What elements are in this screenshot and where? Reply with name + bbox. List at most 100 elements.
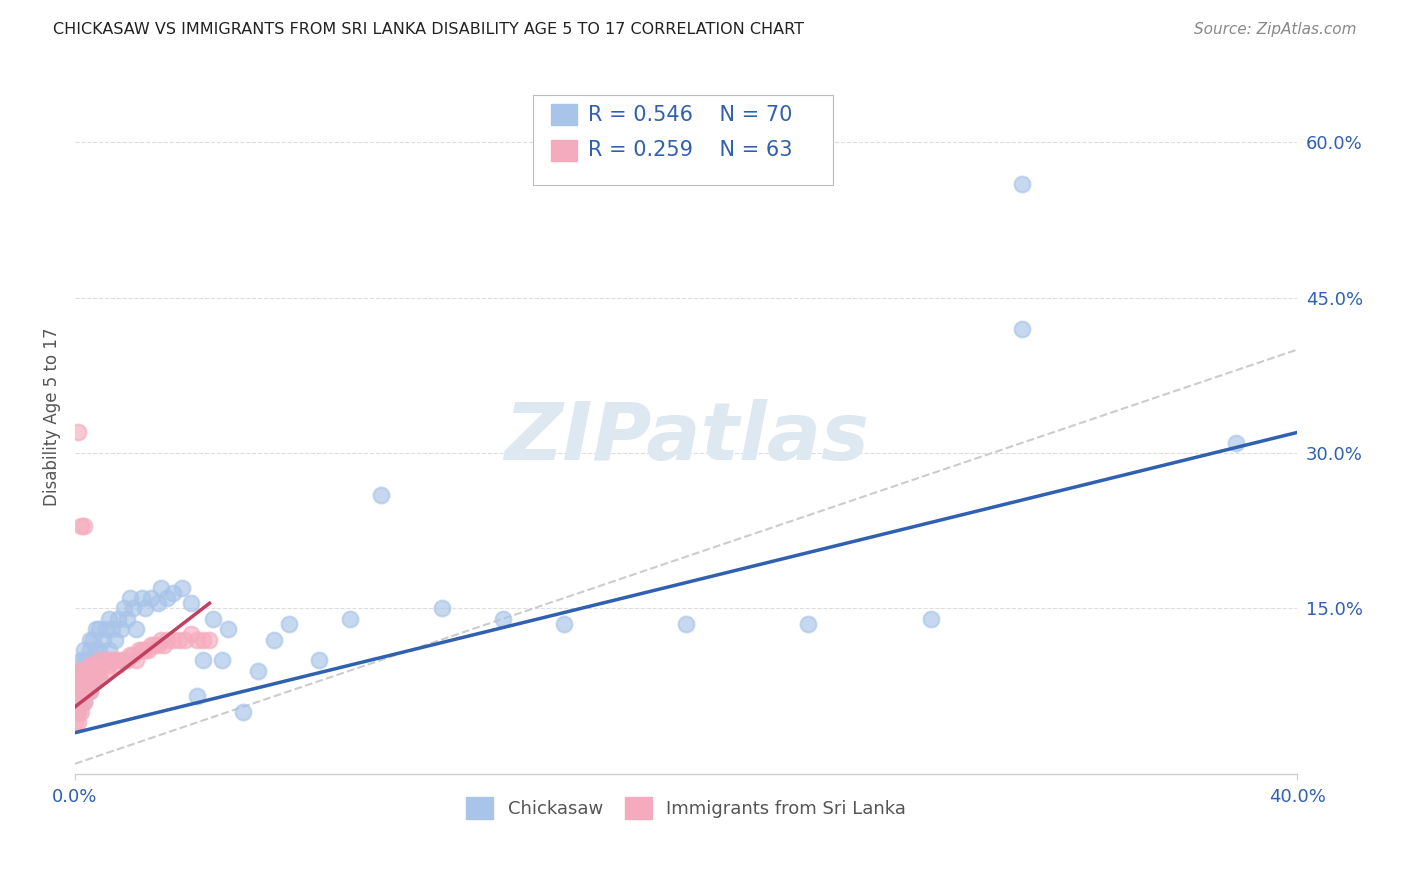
- Point: [67, 715, 90, 730]
- Point: [193, 653, 215, 667]
- Point: [308, 653, 330, 667]
- Point: [1225, 435, 1247, 450]
- Point: [73, 518, 96, 533]
- Point: [201, 612, 224, 626]
- Text: ZIPatlas: ZIPatlas: [503, 400, 869, 477]
- Point: [89, 664, 111, 678]
- Point: [82, 653, 104, 667]
- Point: [70, 684, 93, 698]
- Point: [143, 638, 166, 652]
- Point: [94, 664, 117, 678]
- Point: [67, 705, 90, 719]
- Point: [91, 632, 114, 647]
- Point: [131, 643, 153, 657]
- Point: [86, 664, 108, 678]
- Point: [125, 653, 148, 667]
- Point: [70, 705, 93, 719]
- Point: [115, 612, 138, 626]
- Point: [79, 664, 101, 678]
- Point: [675, 617, 697, 632]
- Point: [73, 664, 96, 678]
- Point: [67, 664, 90, 678]
- Point: [920, 612, 942, 626]
- Point: [134, 643, 156, 657]
- Point: [94, 622, 117, 636]
- Point: [149, 632, 172, 647]
- Point: [97, 643, 120, 657]
- Point: [141, 591, 163, 605]
- Point: [170, 581, 193, 595]
- Point: [180, 596, 202, 610]
- Point: [97, 612, 120, 626]
- Point: [70, 695, 93, 709]
- Point: [89, 669, 111, 683]
- Point: [76, 673, 98, 688]
- Point: [193, 632, 215, 647]
- Point: [174, 632, 197, 647]
- Point: [79, 643, 101, 657]
- Point: [82, 673, 104, 688]
- Point: [104, 653, 127, 667]
- Point: [73, 673, 96, 688]
- Point: [67, 705, 90, 719]
- Point: [73, 695, 96, 709]
- Point: [73, 673, 96, 688]
- Point: [73, 684, 96, 698]
- Point: [89, 653, 111, 667]
- Point: [180, 627, 202, 641]
- Point: [339, 612, 361, 626]
- Point: [76, 664, 98, 678]
- Point: [492, 612, 515, 626]
- Point: [186, 632, 208, 647]
- Text: R = 0.546    N = 70: R = 0.546 N = 70: [589, 104, 793, 125]
- FancyBboxPatch shape: [551, 140, 578, 161]
- Point: [211, 653, 233, 667]
- Point: [67, 695, 90, 709]
- Point: [156, 591, 179, 605]
- Text: CHICKASAW VS IMMIGRANTS FROM SRI LANKA DISABILITY AGE 5 TO 17 CORRELATION CHART: CHICKASAW VS IMMIGRANTS FROM SRI LANKA D…: [53, 22, 804, 37]
- Point: [79, 684, 101, 698]
- Point: [134, 601, 156, 615]
- Point: [76, 653, 98, 667]
- Point: [86, 622, 108, 636]
- Point: [122, 601, 145, 615]
- Point: [167, 632, 190, 647]
- Point: [89, 622, 111, 636]
- Point: [217, 622, 239, 636]
- Point: [91, 658, 114, 673]
- Point: [67, 673, 90, 688]
- Point: [277, 617, 299, 632]
- Point: [247, 664, 270, 678]
- Point: [162, 632, 184, 647]
- Point: [149, 581, 172, 595]
- Point: [100, 653, 122, 667]
- Point: [82, 673, 104, 688]
- Point: [79, 658, 101, 673]
- Point: [131, 591, 153, 605]
- Point: [141, 638, 163, 652]
- Point: [76, 673, 98, 688]
- Point: [146, 596, 169, 610]
- Point: [70, 664, 93, 678]
- Point: [89, 643, 111, 657]
- Point: [118, 648, 141, 662]
- Point: [94, 653, 117, 667]
- Point: [128, 643, 150, 657]
- Point: [110, 653, 132, 667]
- Point: [67, 425, 90, 440]
- Point: [553, 617, 575, 632]
- Point: [67, 684, 90, 698]
- Point: [73, 695, 96, 709]
- Point: [110, 622, 132, 636]
- Point: [107, 658, 129, 673]
- Point: [198, 632, 221, 647]
- Point: [82, 658, 104, 673]
- Point: [430, 601, 453, 615]
- Point: [63, 715, 86, 730]
- Text: R = 0.259    N = 63: R = 0.259 N = 63: [589, 140, 793, 161]
- Point: [76, 684, 98, 698]
- Point: [125, 622, 148, 636]
- Point: [70, 684, 93, 698]
- Point: [79, 684, 101, 698]
- Point: [70, 664, 93, 678]
